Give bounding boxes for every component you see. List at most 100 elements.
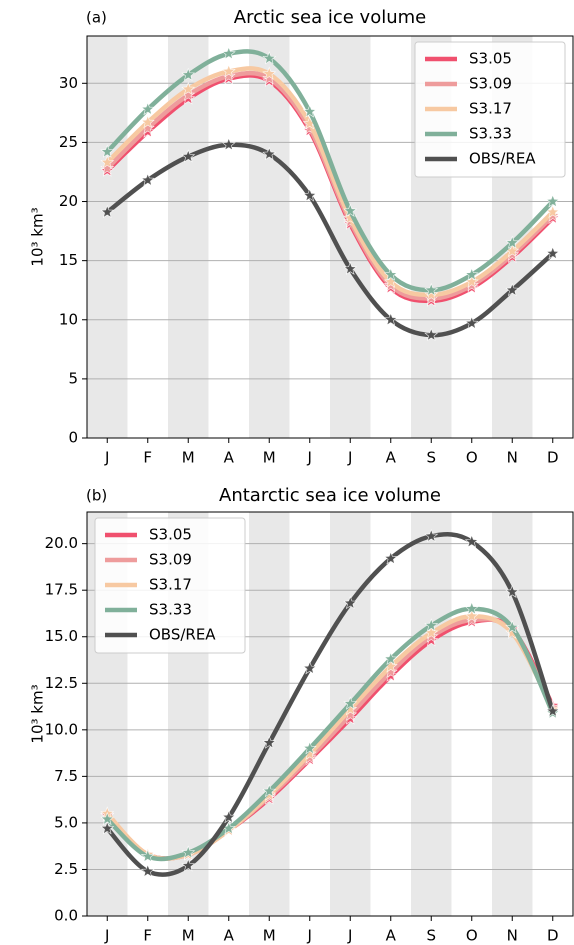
x-tick-label: M — [182, 449, 195, 467]
point-marker — [424, 327, 439, 342]
point-marker — [221, 46, 236, 60]
point-marker — [100, 144, 115, 158]
panel: 0.0 2.5 5.0 7.5 10.0 12.5 15.0 17.5 20.0 J F M A M J J A… — [29, 485, 574, 945]
point-marker — [181, 67, 196, 81]
month-band — [411, 512, 452, 916]
point-marker — [140, 863, 155, 878]
y-tick-label: 7.5 — [54, 767, 78, 785]
panel-label: (b) — [86, 487, 107, 505]
y-tick-label: 15 — [59, 251, 78, 269]
month-band — [492, 512, 533, 916]
point-marker — [505, 620, 520, 634]
panel-label: (a) — [86, 9, 107, 27]
x-tick-label: A — [224, 449, 235, 467]
point-marker — [302, 188, 317, 202]
x-tick-label: J — [104, 927, 109, 945]
y-tick-label: 12.5 — [45, 674, 78, 692]
y-tick-label: 0.0 — [54, 907, 78, 925]
legend-label: S3.05 — [149, 526, 192, 544]
point-marker — [464, 608, 479, 623]
point-marker — [383, 312, 398, 326]
y-tick-label: 17.5 — [45, 581, 78, 599]
x-tick-label: S — [426, 449, 436, 467]
chart-title: Arctic sea ice volume — [234, 7, 426, 28]
point-marker — [221, 810, 236, 824]
plot-frame — [86, 35, 574, 439]
point-marker — [505, 584, 520, 598]
y-tick-label: 10.0 — [45, 720, 78, 738]
legend-label: S3.09 — [149, 551, 192, 569]
x-tick-label: M — [263, 927, 276, 945]
point-marker — [383, 651, 398, 666]
y-tick-label: 5 — [68, 369, 78, 387]
y-tick-label: 15.0 — [45, 627, 78, 645]
point-marker — [505, 282, 520, 297]
y-tick-label: 20 — [59, 192, 78, 210]
point-marker — [100, 155, 115, 169]
x-tick-label: N — [507, 449, 518, 467]
point-marker — [343, 595, 358, 610]
month-band — [249, 36, 290, 438]
point-marker — [181, 81, 196, 96]
point-marker — [424, 287, 439, 301]
month-band — [87, 36, 128, 438]
x-tick-label: A — [224, 927, 235, 945]
x-tick-label: D — [547, 449, 559, 467]
point-marker — [181, 149, 196, 163]
x-tick-label: M — [182, 927, 195, 945]
y-axis-label: 10³ km³ — [29, 684, 47, 743]
point-marker — [221, 64, 236, 78]
point-marker — [302, 741, 317, 755]
point-marker — [262, 146, 277, 161]
x-tick-label: J — [104, 449, 109, 467]
point-marker — [464, 534, 479, 548]
point-marker — [545, 703, 560, 718]
y-tick-label: 25 — [59, 133, 78, 151]
point-marker — [262, 735, 277, 749]
x-tick-label: J — [347, 449, 352, 467]
x-tick-label: D — [547, 927, 559, 945]
point-marker — [545, 204, 560, 219]
point-marker — [100, 161, 115, 175]
x-tick-label: O — [466, 927, 478, 945]
legend-label: S3.17 — [149, 576, 192, 594]
legend-label: S3.09 — [469, 75, 512, 93]
point-marker — [424, 528, 439, 543]
y-tick-label: 5.0 — [54, 813, 78, 831]
x-tick-label: J — [307, 927, 312, 945]
plot-frame — [86, 511, 574, 917]
point-marker — [343, 696, 358, 710]
point-marker — [140, 114, 155, 129]
x-tick-label: M — [263, 449, 276, 467]
legend-box — [94, 517, 246, 654]
legend-label: S3.33 — [149, 601, 192, 619]
legend-label: S3.17 — [469, 100, 512, 118]
point-marker — [464, 315, 479, 330]
y-tick-label: 0 — [68, 429, 78, 447]
point-marker — [424, 282, 439, 297]
point-marker — [545, 194, 560, 208]
x-tick-label: J — [307, 449, 312, 467]
x-tick-label: J — [347, 927, 352, 945]
x-tick-label: F — [143, 449, 152, 467]
point-marker — [100, 204, 115, 219]
point-marker — [262, 66, 277, 80]
chart-title: Antarctic sea ice volume — [219, 485, 441, 506]
point-marker — [464, 267, 479, 281]
point-marker — [221, 137, 236, 151]
x-tick-label: O — [466, 449, 478, 467]
point-marker — [262, 51, 277, 65]
point-marker — [343, 203, 358, 217]
point-marker — [505, 235, 520, 249]
point-marker — [262, 783, 277, 798]
y-tick-label: 20.0 — [45, 534, 78, 552]
point-marker — [181, 845, 196, 859]
point-marker — [302, 661, 317, 675]
x-tick-label: F — [143, 927, 152, 945]
legend-label: OBS/REA — [469, 150, 536, 168]
legend-label: OBS/REA — [149, 626, 216, 644]
point-marker — [140, 849, 155, 863]
x-tick-label: A — [386, 449, 397, 467]
